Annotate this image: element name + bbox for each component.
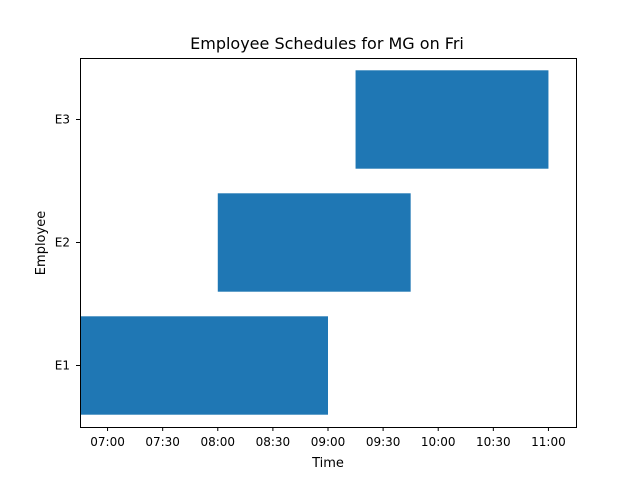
schedule-bar-e1 [80,316,328,415]
y-tick-label-e1: E1 [55,359,70,373]
x-tick-label: 08:00 [200,435,235,449]
x-tick-label: 11:00 [531,435,566,449]
x-tick-label: 07:30 [145,435,180,449]
schedule-bar-e2 [217,193,411,292]
bars-layer [80,70,549,415]
y-tick-label-e3: E3 [55,113,70,127]
x-tick-label: 09:00 [311,435,346,449]
y-axis-label: Employee [34,211,49,275]
chart-title: Employee Schedules for MG on Fri [190,34,464,53]
x-tick-label: 09:30 [366,435,401,449]
x-axis-label: Time [311,456,344,471]
x-tick-label: 08:30 [256,435,291,449]
ticks-layer: 07:00 07:30 08:00 08:30 09:00 09:30 10:00 10:30… [55,113,566,450]
x-tick-label: 07:00 [90,435,125,449]
x-tick-label: 10:00 [421,435,456,449]
x-tick-label: 10:30 [476,435,511,449]
y-tick-label-e2: E2 [55,236,70,250]
schedule-bar-e3 [355,70,549,169]
